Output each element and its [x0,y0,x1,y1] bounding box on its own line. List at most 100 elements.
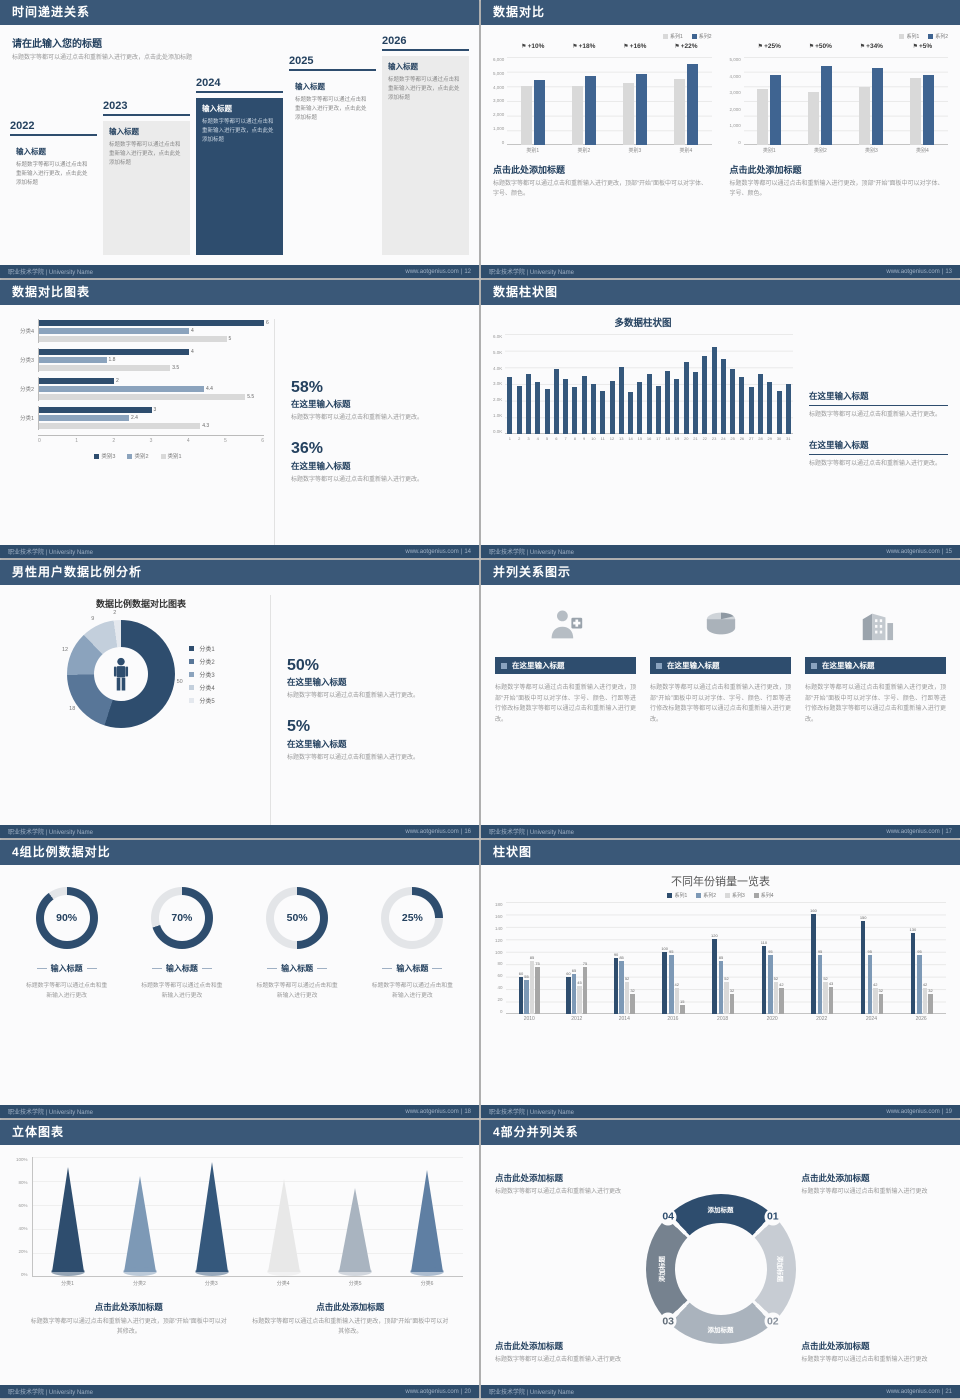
plot: ⚑ +10% 类别1 ⚑ +18% 类别2 ⚑ +16% 类别3 ⚑ +22% 类别4 [507,43,712,155]
cone [339,1188,372,1272]
footer-site: www.aotgenius.com [886,268,940,275]
bar-wrap [553,334,559,434]
x-tick-label: 31 [786,436,791,441]
x-tick-label: 分类4 [276,1281,290,1287]
footer-page-number: 13 [945,268,952,275]
hbar-group: 分类4 6 4 5 [12,319,269,343]
bar [739,377,745,434]
bar-wrap [808,57,820,145]
bar [39,415,129,421]
chart-legend: 类别3 类别2 类别1 [12,452,264,460]
bars [571,57,596,145]
slide-16[interactable]: 男性用户数据比例分析 数据比例数据对比图表 50 18 12 9 2 分类1 分类2 分类3 分… [0,560,479,838]
cone-base [51,1267,86,1276]
y-tick-label: 1.0K [493,413,503,419]
footer-page: www.aotgenius.com | 13 [886,269,952,275]
donut-ring: 50 18 12 9 2 [62,610,183,728]
cone-column [51,1167,86,1276]
bar [823,981,828,1014]
title-button[interactable]: 在这里输入标题 [650,657,791,674]
chart-legend: 系列1 系列2 [493,33,712,40]
bar-value: 5 [228,336,232,342]
timeline-box: 输入标题 标题数字等都可以通过点击和重新输入进行更改，点击此处添加标题 [103,121,190,255]
legend-item: 类别2 [127,452,149,460]
footer-page: www.aotgenius.com | 15 [886,549,952,555]
bar [609,380,615,434]
button-label: 在这里输入标题 [822,661,875,670]
chart-legend: 系列1 系列2 系列3 系列4 [495,892,946,899]
bars [646,334,652,434]
bar [873,987,878,1014]
bar-group: 13 [618,334,624,444]
bars [622,57,647,145]
bar [808,92,820,145]
y-tick-label: 100 [495,949,503,955]
block-heading: 点击此处添加标题 [495,1341,564,1352]
block-text: 标题数字等都可以通过点击和重新输入进行更改，顶部“开始”面板中可以对其修改。 [252,1319,449,1335]
legend-item: 分类1 [189,644,215,653]
bars: 60 55 85 75 [518,902,540,1014]
bar [720,359,726,434]
y-tick-label: 1,000 [729,123,741,129]
timeline: 2022 输入标题 标题数字等都可以通过点击和重新输入进行更改，点击此处添加标题… [10,25,469,255]
bar [779,987,784,1014]
bar [872,67,884,145]
heading-dash [201,968,212,969]
x-tick-label: 类别4 [916,148,929,154]
slide-14[interactable]: 数据对比图表 分类4 6 4 5 分类3 4 1.8 3.5 分类2 2 4.4 5.5 分类1 3 2.4… [0,280,479,558]
bars [673,57,698,145]
legend-label: 分类4 [199,685,215,692]
footer-org: 职业技术学院 | University Name [489,1110,574,1116]
bar-wrap: 95 [867,902,873,1014]
cone-base [266,1267,301,1276]
x-tick-label: 类别3 [628,148,642,154]
block-heading: 点击此处添加标题 [493,165,566,175]
x-tick-label: 3 [527,436,530,441]
comparison-panel: 系列1 系列2 5,000 4,000 3,000 2,000 1,000 0 ⚑ +25% 类别1… [729,33,948,265]
bar-wrap: 95 [768,902,773,1014]
slide-body: 系列1 系列2 6,000 5,000 4,000 3,000 2,000 1,000 0 ⚑ +1… [481,25,960,265]
bar [923,74,935,145]
slide-20[interactable]: 立体图表 100% 80% 60% 40% 20% 0% 分类1 分类2 分类3 分类4 分类5 分类… [0,1120,479,1398]
content: 点击此处添加标题 标题数字等都可以通过点击和重新输入进行更改 点击此处添加标题 … [481,1145,960,1385]
slide-19[interactable]: 柱状图 不同年份销量一览表 系列1 系列2 系列3 系列4 180 160 140 120 10… [481,840,960,1118]
slide-15[interactable]: 数据柱状图 多数据柱状图 6.0K 5.0K 4.0K 3.0K 2.0K 1.0K 0.0… [481,280,960,558]
legend-swatch [189,697,195,703]
heading-dash [36,968,47,969]
text-column-left: 点击此处添加标题 标题数字等都可以通过点击和重新输入进行更改 点击此处添加标题 … [495,1172,640,1366]
bar [39,357,107,363]
bar-group: 20 [683,334,689,444]
stat-block: 5% 在这里输入标题 标题数字等都可以通过点击和重新输入进行更改。 [287,718,467,763]
legend-label: 系列3 [732,893,745,899]
slide-17[interactable]: 并列关系图示 在这里输入标题 [481,560,960,838]
slide-21[interactable]: 4部分并列关系 点击此处添加标题 标题数字等都可以通过点击和重新输入进行更改 点… [481,1120,960,1398]
slice-label: 50 [176,679,183,686]
bar-group: ⚑ +50% 类别2 [808,43,833,155]
bar [553,369,559,434]
bar-group: 21 [693,334,699,444]
title-button[interactable]: 在这里输入标题 [495,657,636,674]
block-heading: 点击此处添加标题 [316,1302,385,1312]
slice-label: 18 [69,705,76,712]
group-label: ⚑ +22% [674,43,697,57]
slide-12[interactable]: 时间递进关系 请在此输入您的标题 标题数字等都可以通过点击和重新输入进行更改，点… [0,0,479,278]
timeline-box: 输入标题 标题数字等都可以通过点击和重新输入进行更改，点击此处添加标题 [10,141,97,255]
bar-value: 90 [613,952,619,957]
bar [628,392,634,434]
bar [767,382,773,434]
x-tick-label: 类别1 [526,148,540,154]
slide-18[interactable]: 4组比例数据对比 90% 输入标题 标题数字等都可以通过点击和重新输入进行更改 … [0,840,479,1118]
x-tick-label: 27 [748,436,754,441]
text-blocks: 点击此处添加标题 标题数字等都可以通过点击和重新输入进行更改，顶部“开始”面板中… [16,1301,463,1337]
plot-bars: 60 55 85 75 2010 60 65 45 75 2012 90 85 52 32 2014 100 9… [506,902,946,1024]
title-button[interactable]: 在这里输入标题 [805,657,946,674]
chart-area: 5,000 4,000 3,000 2,000 1,000 0 ⚑ +25% 类别1 ⚑ +50% 类… [729,43,948,155]
slide-13[interactable]: 数据对比 系列1 系列2 6,000 5,000 4,000 3,000 2,000 1,00… [481,0,960,278]
bar-group: 15 [637,334,643,444]
x-tick-label: 12 [609,436,615,441]
bars [590,334,596,434]
block-heading: 在这里输入标题 [809,439,948,455]
y-tick-label: 80 [497,961,503,967]
block-text: 标题数字等都可以通过点击和重新输入进行更改 [495,1189,622,1196]
heading-label: 输入标题 [281,964,314,973]
